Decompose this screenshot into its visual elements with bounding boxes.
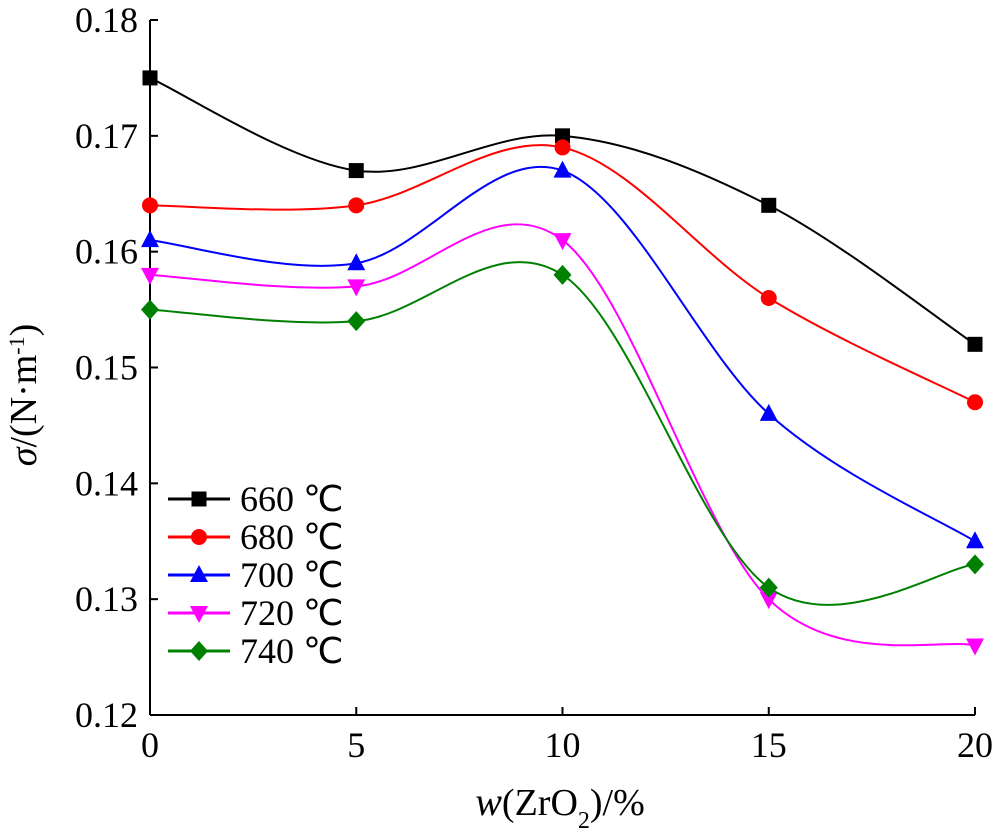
y-tick-label: 0.14 bbox=[75, 463, 138, 503]
x-axis-label: w(ZrO2)/% bbox=[475, 779, 645, 833]
legend-label: 720 ℃ bbox=[240, 593, 343, 633]
data-point bbox=[761, 197, 777, 213]
y-axis-unit: /(N·m bbox=[3, 355, 45, 448]
y-axis-label: σ/(N·m-1) bbox=[3, 324, 45, 467]
y-axis-symbol: σ bbox=[3, 446, 45, 466]
series-3 bbox=[141, 223, 984, 656]
data-point bbox=[142, 197, 158, 214]
data-point bbox=[555, 128, 570, 144]
y-tick-label: 0.18 bbox=[75, 0, 138, 40]
data-point bbox=[553, 264, 572, 285]
data-point bbox=[141, 299, 159, 320]
data-point bbox=[141, 230, 159, 248]
legend-item: 680 ℃ bbox=[168, 517, 343, 557]
legend-item: 700 ℃ bbox=[168, 555, 343, 595]
series-1 bbox=[142, 139, 983, 411]
legend-marker bbox=[190, 641, 208, 661]
data-point bbox=[966, 638, 984, 656]
series-4 bbox=[141, 261, 984, 606]
x-axis-symbol: w bbox=[475, 779, 502, 824]
legend-item: 660 ℃ bbox=[168, 479, 343, 519]
data-point bbox=[760, 290, 777, 306]
data-point bbox=[347, 311, 366, 332]
y-axis-unit-exponent: -1 bbox=[4, 336, 29, 354]
legend-marker bbox=[191, 491, 207, 507]
y-tick-label: 0.12 bbox=[75, 695, 138, 735]
legend-marker bbox=[190, 565, 208, 582]
series-line bbox=[149, 223, 976, 647]
data-point bbox=[347, 279, 366, 297]
data-point bbox=[141, 267, 159, 285]
y-tick-label: 0.17 bbox=[75, 116, 138, 156]
data-point bbox=[759, 592, 778, 610]
series-layer bbox=[141, 70, 984, 656]
data-point bbox=[554, 139, 571, 156]
data-point bbox=[966, 554, 984, 575]
y-ticks: 0.12 0.13 0.14 0.15 0.16 0.17 0.18 bbox=[75, 0, 158, 735]
series-line bbox=[149, 261, 976, 606]
data-point bbox=[759, 403, 778, 421]
data-point bbox=[142, 70, 158, 86]
series-2 bbox=[141, 160, 984, 549]
x-axis-label-close: )/% bbox=[590, 782, 645, 824]
data-point bbox=[967, 336, 983, 352]
x-tick-label: 15 bbox=[751, 725, 787, 765]
legend-marker bbox=[190, 606, 208, 623]
data-point bbox=[553, 160, 572, 178]
x-tick-label: 0 bbox=[141, 725, 159, 765]
y-axis-unit-close: ) bbox=[3, 324, 45, 337]
series-0 bbox=[142, 70, 983, 352]
legend-marker bbox=[191, 529, 207, 545]
legend-label: 660 ℃ bbox=[240, 479, 343, 519]
x-tick-label: 5 bbox=[347, 725, 365, 765]
legend-label: 740 ℃ bbox=[240, 631, 343, 671]
y-tick-label: 0.15 bbox=[75, 348, 138, 388]
legend-item: 740 ℃ bbox=[168, 631, 343, 671]
data-point bbox=[348, 197, 365, 214]
data-point bbox=[967, 394, 983, 411]
y-tick-label: 0.13 bbox=[75, 579, 138, 619]
legend-item: 720 ℃ bbox=[168, 593, 343, 633]
x-ticks: 0 5 10 15 20 bbox=[141, 707, 993, 765]
x-axis-label-open: (ZrO bbox=[502, 782, 578, 824]
x-axis-label-subscript: 2 bbox=[578, 808, 590, 833]
x-tick-label: 10 bbox=[545, 725, 581, 765]
data-point bbox=[347, 253, 366, 271]
data-point bbox=[759, 577, 778, 598]
series-line bbox=[149, 77, 976, 346]
data-point bbox=[348, 163, 364, 179]
data-point bbox=[966, 531, 984, 549]
data-point bbox=[553, 233, 572, 251]
x-tick-label: 20 bbox=[957, 725, 993, 765]
legend-label: 700 ℃ bbox=[240, 555, 343, 595]
y-tick-label: 0.16 bbox=[75, 232, 138, 272]
legend-label: 680 ℃ bbox=[240, 517, 343, 557]
